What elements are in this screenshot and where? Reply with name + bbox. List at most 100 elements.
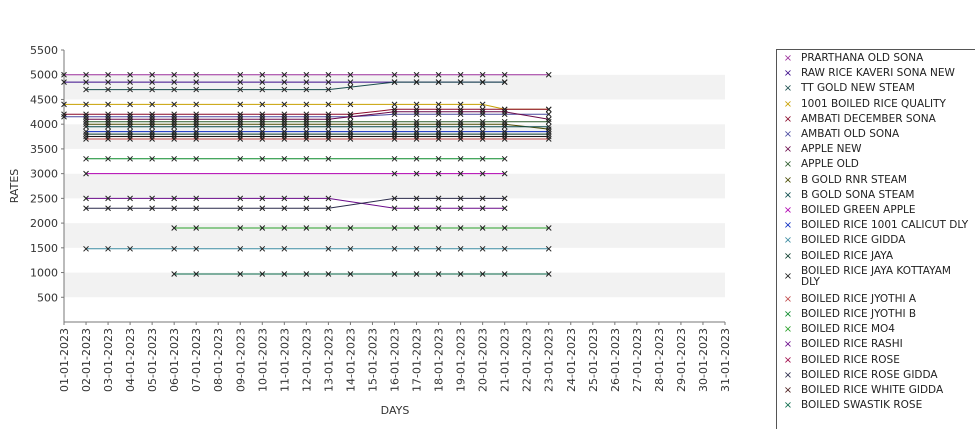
data-point — [325, 225, 332, 231]
legend-marker-icon: × — [783, 83, 793, 95]
data-point — [457, 271, 464, 277]
x-tick-label: 14-01-2023 — [344, 328, 357, 392]
legend-item: × 1001 BOILED RICE QUALITY — [777, 98, 975, 110]
data-point — [413, 271, 420, 277]
data-point — [303, 133, 310, 140]
legend-item: × BOILED RICE ROSE GIDDA — [777, 368, 975, 381]
data-point — [413, 205, 420, 212]
data-point — [303, 195, 310, 202]
data-point — [127, 86, 133, 93]
x-tick-label: 30-01-2023 — [697, 328, 710, 392]
grid-band — [64, 247, 725, 273]
data-point — [259, 245, 266, 252]
data-point — [281, 123, 288, 130]
data-point — [413, 121, 420, 128]
data-point — [479, 121, 486, 128]
data-point — [457, 155, 464, 162]
legend-marker-icon: × — [783, 98, 793, 110]
data-point — [501, 205, 508, 212]
data-point — [281, 195, 288, 202]
data-point — [303, 225, 310, 231]
data-point — [435, 136, 442, 142]
legend-label: BOILED RICE JAYA KOTTAYAM DLY — [801, 264, 951, 288]
data-point — [413, 170, 420, 177]
data-point — [237, 136, 244, 142]
data-point — [391, 136, 398, 142]
data-point — [391, 101, 398, 108]
data-point — [237, 245, 244, 252]
data-point — [171, 225, 178, 231]
series-line — [64, 103, 549, 110]
data-point — [237, 86, 244, 93]
legend-item: × BOILED RICE MO4 — [777, 324, 975, 336]
data-point — [149, 113, 155, 120]
data-point — [83, 131, 89, 137]
data-point — [259, 113, 266, 120]
series — [83, 170, 508, 177]
data-point — [193, 133, 200, 140]
data-point — [237, 205, 244, 212]
data-point — [457, 128, 464, 135]
data-point — [501, 170, 508, 177]
data-point — [171, 121, 178, 128]
data-point — [281, 118, 288, 125]
y-tick-label: 2500 — [30, 192, 58, 205]
data-point — [193, 245, 200, 252]
legend-item: × BOILED RICE JYOTHI A — [777, 293, 975, 305]
data-point — [435, 123, 442, 130]
data-point — [237, 225, 244, 231]
data-point — [83, 111, 89, 118]
data-point — [435, 155, 442, 162]
data-point — [127, 71, 133, 78]
data-point — [127, 111, 133, 118]
data-point — [347, 131, 354, 137]
data-point — [83, 205, 89, 212]
data-point — [303, 116, 310, 123]
legend-label: BOILED GREEN APPLE — [801, 204, 916, 216]
data-point — [281, 225, 288, 231]
x-tick-label: 29-01-2023 — [675, 328, 688, 392]
data-point — [259, 155, 266, 162]
data-point — [457, 108, 464, 115]
data-point — [171, 118, 178, 125]
data-point — [127, 131, 133, 137]
data-point — [83, 121, 89, 128]
data-point — [127, 128, 133, 135]
series-line — [86, 81, 505, 91]
y-tick-label: 2000 — [30, 217, 58, 230]
data-point — [303, 86, 310, 93]
legend-label: BOILED RICE ROSE GIDDA — [801, 368, 938, 381]
data-point — [325, 136, 332, 142]
data-point — [127, 123, 133, 130]
data-point — [501, 111, 508, 118]
grid-band — [64, 148, 725, 174]
data-point — [237, 155, 244, 162]
data-point — [347, 133, 354, 140]
data-point — [127, 121, 133, 128]
legend-item: × B GOLD RNR STEAM — [777, 174, 975, 186]
data-point — [413, 111, 420, 118]
x-tick-label: 31-01-2023 — [719, 328, 732, 392]
data-point — [259, 271, 266, 277]
data-point — [435, 225, 442, 231]
data-point — [325, 79, 332, 85]
data-point — [259, 225, 266, 231]
legend-item: × BOILED RICE JAYA — [777, 250, 975, 262]
data-point — [171, 195, 178, 202]
data-point — [325, 195, 332, 202]
data-point — [435, 133, 442, 140]
data-point — [435, 101, 442, 108]
data-point — [149, 79, 155, 85]
data-point — [237, 111, 244, 118]
legend-marker-icon: × — [783, 250, 793, 262]
data-point — [325, 205, 332, 212]
data-point — [105, 131, 111, 137]
data-point — [479, 136, 486, 142]
x-tick-label: 26-01-2023 — [609, 328, 622, 392]
data-point — [83, 101, 89, 108]
data-point — [259, 205, 266, 212]
grid-band — [64, 272, 725, 298]
data-point — [435, 195, 442, 202]
series — [83, 245, 552, 252]
data-point — [193, 128, 200, 135]
